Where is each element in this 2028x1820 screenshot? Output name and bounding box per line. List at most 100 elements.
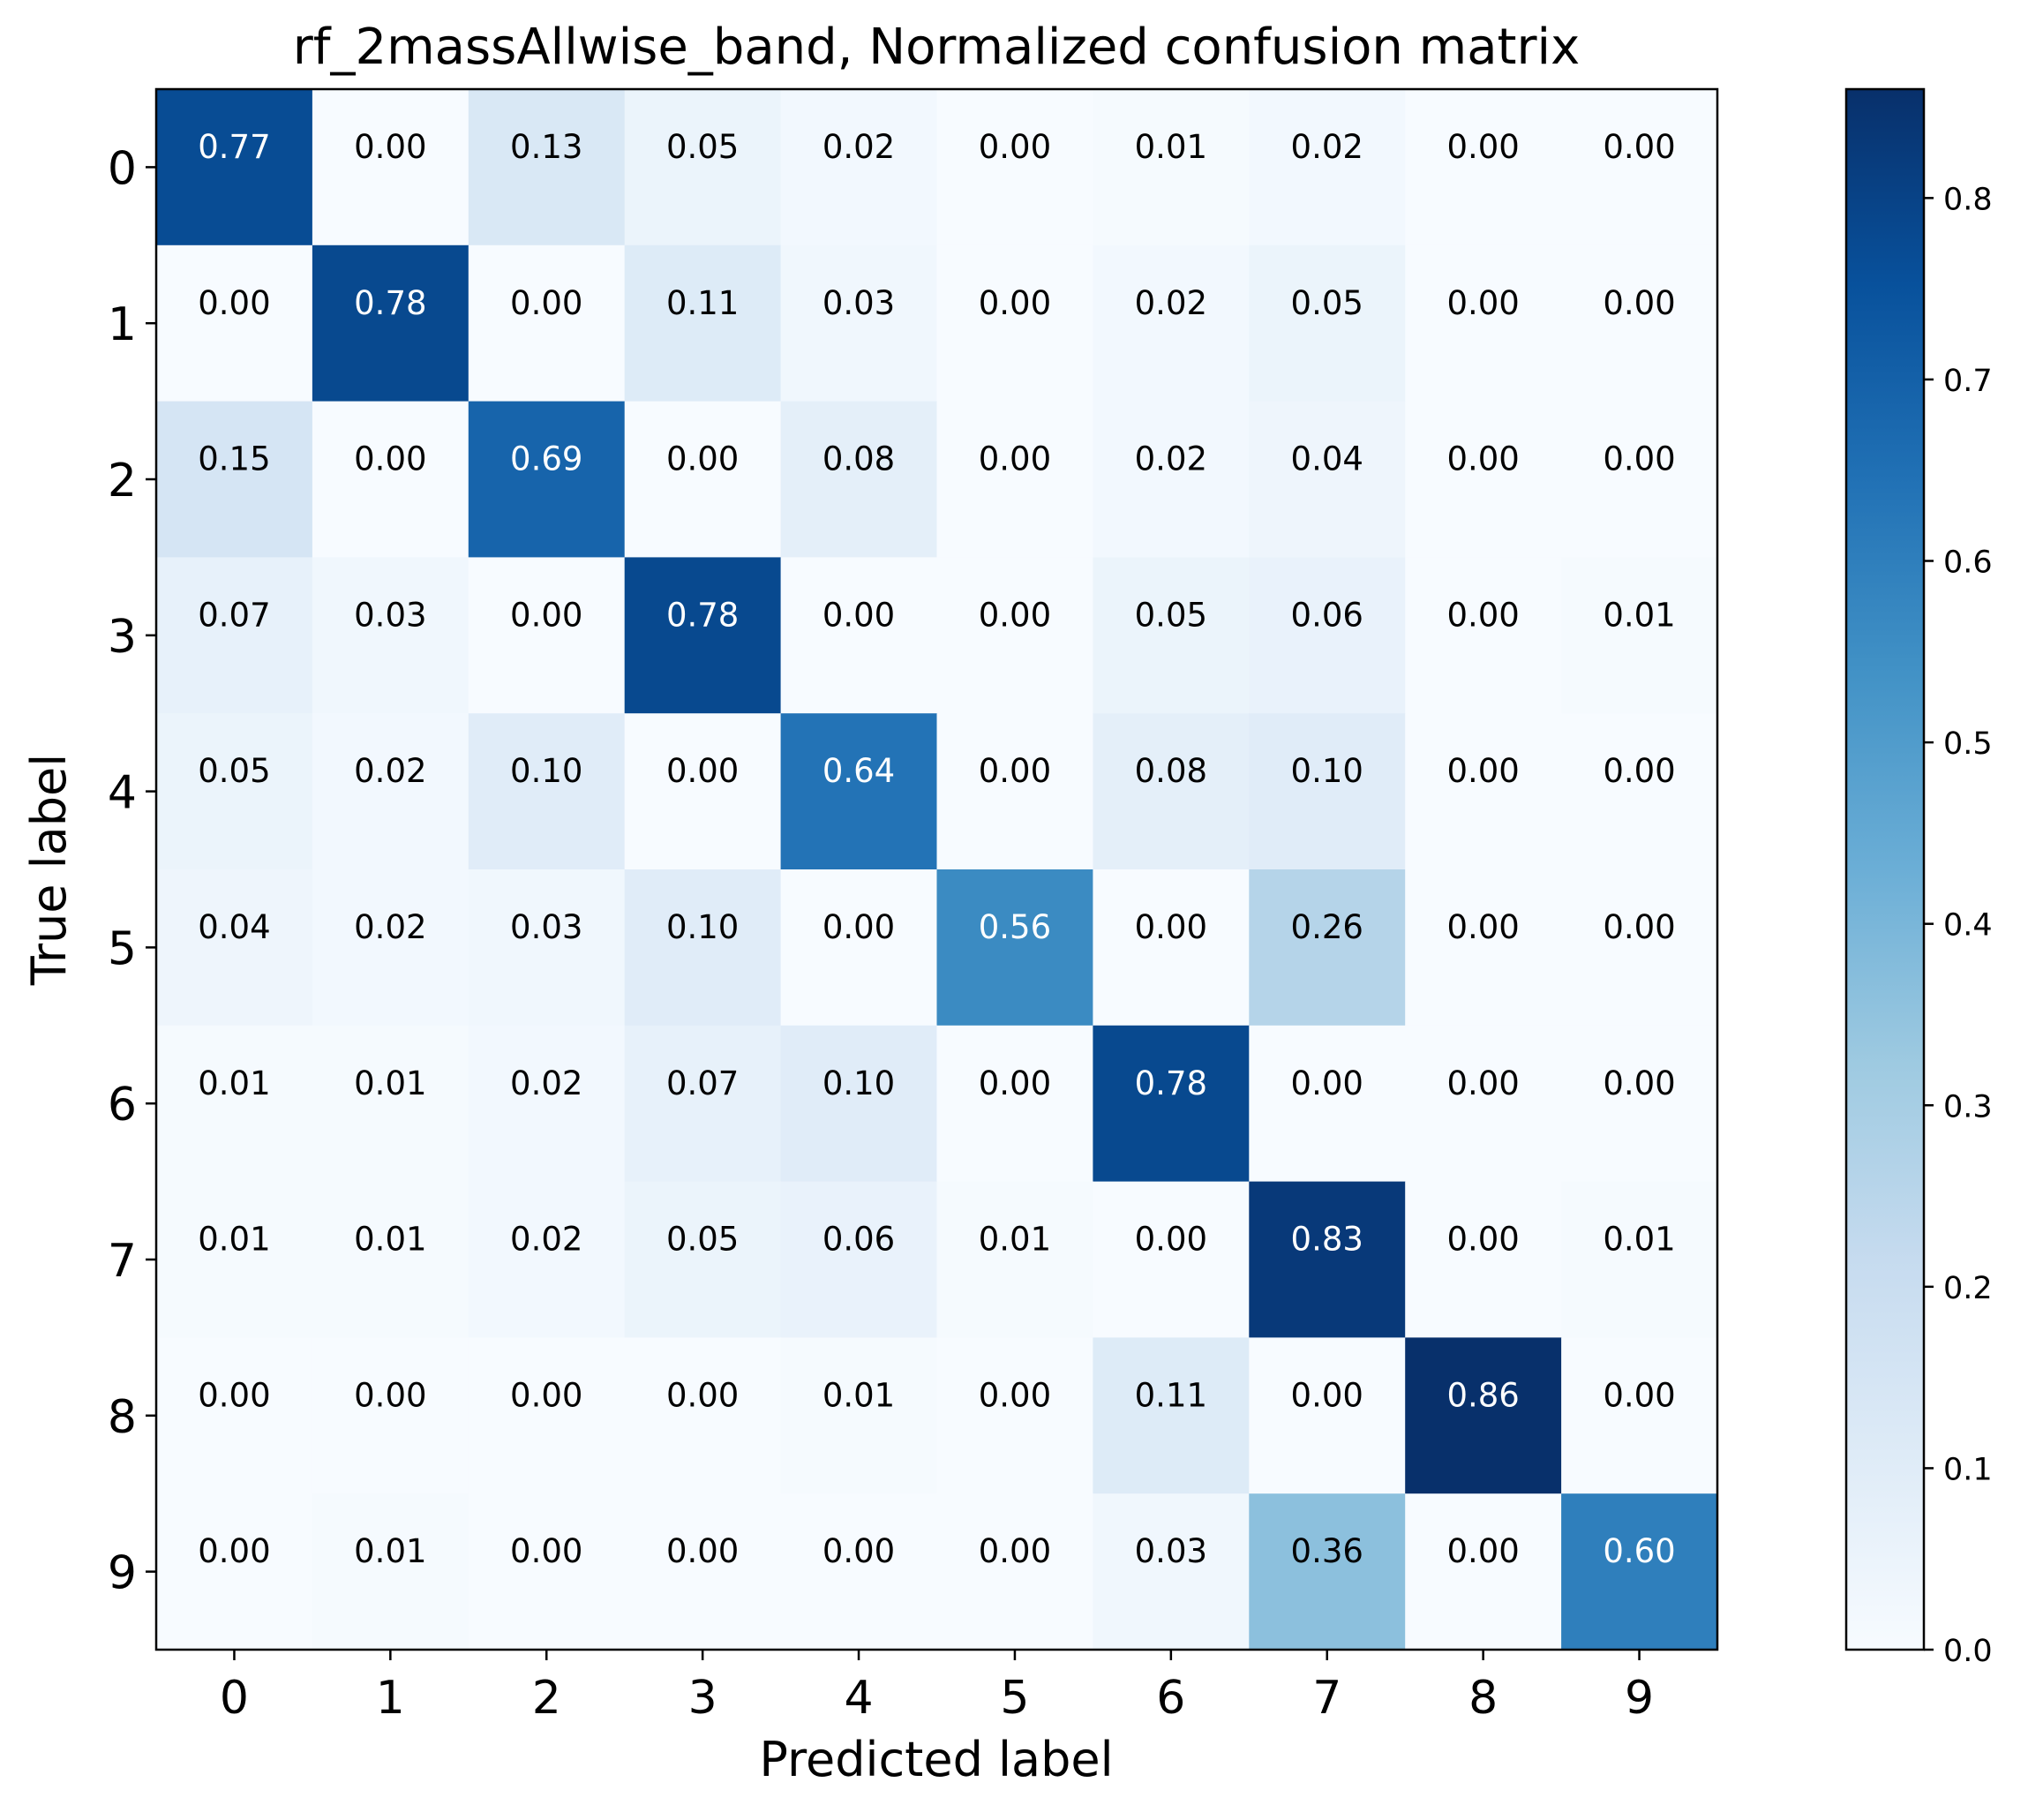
cell-value-label: 0.00 [979, 1064, 1051, 1102]
cell-value-label: 0.05 [1135, 596, 1207, 634]
cell-value-label: 0.01 [354, 1221, 426, 1259]
y-tick-label: 0 [108, 142, 137, 195]
cell-value-label: 0.01 [979, 1221, 1051, 1259]
heatmap-cell [780, 713, 938, 870]
heatmap-cell [1093, 713, 1250, 870]
heatmap-cell [624, 1493, 782, 1651]
heatmap-cell [1093, 1181, 1250, 1338]
cell-value-label: 0.10 [1291, 752, 1363, 790]
heatmap-cell [1405, 1025, 1562, 1183]
x-tick-label: 8 [1468, 1672, 1498, 1725]
y-tick-label: 7 [108, 1235, 137, 1288]
heatmap-cell [1093, 244, 1250, 402]
cell-value-label: 0.01 [1603, 1221, 1675, 1259]
heatmap-cell [624, 869, 782, 1027]
cell-value-label: 0.00 [198, 284, 270, 322]
heatmap-cell [624, 557, 782, 714]
cell-value-label: 0.00 [1603, 440, 1675, 478]
cell-value-label: 0.00 [666, 1376, 739, 1414]
cell-value-label: 0.69 [510, 440, 582, 478]
heatmap-cell [468, 1337, 626, 1494]
cell-value-label: 0.02 [1291, 128, 1363, 166]
heatmap-cell [312, 401, 469, 558]
heatmap-cell [1561, 244, 1718, 402]
cell-value-label: 0.03 [510, 908, 582, 946]
heatmap-cell [156, 401, 313, 558]
heatmap-cell [1249, 89, 1406, 246]
y-tick-label: 3 [108, 611, 137, 664]
x-tick-label: 4 [845, 1672, 874, 1725]
x-tick-label: 7 [1312, 1672, 1341, 1725]
cell-value-label: 0.02 [1135, 284, 1207, 322]
cell-value-label: 0.02 [510, 1221, 582, 1259]
cell-value-label: 0.00 [1603, 1376, 1675, 1414]
heatmap-cell [156, 89, 313, 246]
heatmap-cell [1405, 713, 1562, 870]
heatmap-cell [1249, 401, 1406, 558]
heatmap-cell [156, 1337, 313, 1494]
heatmap-cell [1093, 1025, 1250, 1183]
cell-value-label: 0.01 [198, 1064, 270, 1102]
colorbar-tick-label: 0.6 [1943, 545, 1993, 581]
heatmap-cell [156, 1493, 313, 1651]
colorbar-tick-label: 0.0 [1943, 1634, 1993, 1669]
heatmap-cell [936, 869, 1093, 1027]
x-tick-label: 3 [688, 1672, 717, 1725]
heatmap-cell [624, 1337, 782, 1494]
cell-value-label: 0.00 [354, 128, 426, 166]
heatmap-cell [936, 713, 1093, 870]
heatmap-cell [1405, 401, 1562, 558]
plot-frame [154, 87, 1719, 1651]
cell-value-label: 0.05 [666, 1221, 739, 1259]
cell-value-label: 0.00 [979, 596, 1051, 634]
cell-value-label: 0.01 [1603, 596, 1675, 634]
cell-value-label: 0.56 [979, 908, 1051, 946]
y-tick-label: 1 [108, 298, 137, 351]
cell-value-label: 0.02 [822, 128, 895, 166]
cell-value-label: 0.00 [1135, 1221, 1207, 1259]
cell-value-label: 0.00 [1446, 1532, 1519, 1570]
cell-value-label: 0.10 [510, 752, 582, 790]
y-axis-ticks: 0 1 2 3 4 5 6 7 8 9 [108, 142, 156, 1600]
cell-value-label: 0.01 [822, 1376, 895, 1414]
heatmap-cell [936, 1337, 1093, 1494]
heatmap-cell [936, 401, 1093, 558]
heatmap-cell [1093, 869, 1250, 1027]
colorbar: 0.0 0.1 0.2 0.3 0.4 0.5 0.6 0.7 0.8 [1844, 87, 1993, 1669]
cell-value-label: 0.00 [354, 1376, 426, 1414]
heatmap-cell [312, 713, 469, 870]
heatmap-cell [780, 401, 938, 558]
cell-value-label: 0.00 [1603, 752, 1675, 790]
y-tick-label: 8 [108, 1391, 137, 1444]
cell-value-label: 0.00 [979, 284, 1051, 322]
cell-value-label: 0.60 [1603, 1532, 1675, 1570]
heatmap-cell [624, 89, 782, 246]
heatmap-cell [156, 557, 313, 714]
heatmap-cell [780, 1181, 938, 1338]
cell-value-label: 0.00 [354, 440, 426, 478]
heatmap-cell [624, 1025, 782, 1183]
heatmap-cell [312, 1493, 469, 1651]
heatmap-cell [1249, 244, 1406, 402]
x-axis-ticks: 0 1 2 3 4 5 6 7 8 9 [220, 1650, 1654, 1725]
heatmap-cell [312, 869, 469, 1027]
x-tick-label: 1 [376, 1672, 405, 1725]
heatmap-cell [936, 244, 1093, 402]
heatmap-cell [1093, 401, 1250, 558]
cell-value-label: 0.11 [1135, 1376, 1207, 1414]
cell-value-label: 0.00 [979, 752, 1051, 790]
heatmap-cell [156, 1025, 313, 1183]
cell-value-label: 0.03 [822, 284, 895, 322]
heatmap-cell [156, 869, 313, 1027]
cell-value-label: 0.00 [979, 1376, 1051, 1414]
heatmap-cell [1561, 1181, 1718, 1338]
cell-value-label: 0.00 [979, 128, 1051, 166]
cell-value-label: 0.86 [1446, 1376, 1519, 1414]
cell-value-label: 0.00 [666, 752, 739, 790]
cell-value-label: 0.77 [198, 128, 270, 166]
cell-value-label: 0.00 [198, 1376, 270, 1414]
cell-value-label: 0.00 [198, 1532, 270, 1570]
chart-title: rf_2massAllwise_band, Normalized confusi… [293, 19, 1580, 76]
heatmap-cell [936, 1025, 1093, 1183]
heatmap-cell [312, 89, 469, 246]
